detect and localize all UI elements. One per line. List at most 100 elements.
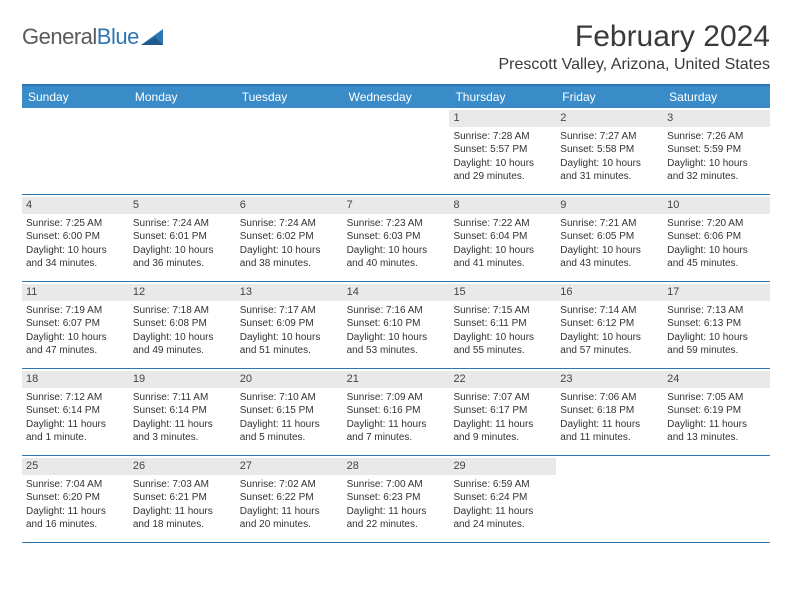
daylight-line: Daylight: 11 hours and 7 minutes. — [347, 418, 446, 445]
day-number: 14 — [343, 284, 450, 301]
sunset-line: Sunset: 6:14 PM — [133, 404, 232, 418]
daylight-line: Daylight: 10 hours and 51 minutes. — [240, 331, 339, 358]
daylight-line: Daylight: 11 hours and 11 minutes. — [560, 418, 659, 445]
calendar-body: 1Sunrise: 7:28 AMSunset: 5:57 PMDaylight… — [22, 108, 770, 543]
day-number: 11 — [22, 284, 129, 301]
day-cell: 18Sunrise: 7:12 AMSunset: 6:14 PMDayligh… — [22, 369, 129, 455]
sunrise-line: Sunrise: 7:02 AM — [240, 478, 339, 492]
day-cell — [236, 108, 343, 194]
sunrise-line: Sunrise: 7:24 AM — [133, 217, 232, 231]
sunrise-line: Sunrise: 7:00 AM — [347, 478, 446, 492]
day-cell: 16Sunrise: 7:14 AMSunset: 6:12 PMDayligh… — [556, 282, 663, 368]
sunset-line: Sunset: 6:11 PM — [453, 317, 552, 331]
daylight-line: Daylight: 11 hours and 18 minutes. — [133, 505, 232, 532]
sunrise-line: Sunrise: 7:03 AM — [133, 478, 232, 492]
daylight-line: Daylight: 10 hours and 32 minutes. — [667, 157, 766, 184]
daylight-line: Daylight: 10 hours and 31 minutes. — [560, 157, 659, 184]
day-cell: 14Sunrise: 7:16 AMSunset: 6:10 PMDayligh… — [343, 282, 450, 368]
daylight-line: Daylight: 11 hours and 16 minutes. — [26, 505, 125, 532]
day-number: 26 — [129, 458, 236, 475]
logo-word2: Blue — [97, 24, 139, 49]
daylight-line: Daylight: 10 hours and 57 minutes. — [560, 331, 659, 358]
day-cell: 8Sunrise: 7:22 AMSunset: 6:04 PMDaylight… — [449, 195, 556, 281]
sunrise-line: Sunrise: 7:11 AM — [133, 391, 232, 405]
sunrise-line: Sunrise: 7:04 AM — [26, 478, 125, 492]
sunrise-line: Sunrise: 7:16 AM — [347, 304, 446, 318]
daylight-line: Daylight: 11 hours and 9 minutes. — [453, 418, 552, 445]
day-cell: 24Sunrise: 7:05 AMSunset: 6:19 PMDayligh… — [663, 369, 770, 455]
sunrise-line: Sunrise: 7:18 AM — [133, 304, 232, 318]
day-cell: 26Sunrise: 7:03 AMSunset: 6:21 PMDayligh… — [129, 456, 236, 542]
day-cell: 6Sunrise: 7:24 AMSunset: 6:02 PMDaylight… — [236, 195, 343, 281]
sunset-line: Sunset: 6:22 PM — [240, 491, 339, 505]
sunset-line: Sunset: 5:58 PM — [560, 143, 659, 157]
sunrise-line: Sunrise: 7:09 AM — [347, 391, 446, 405]
day-cell: 21Sunrise: 7:09 AMSunset: 6:16 PMDayligh… — [343, 369, 450, 455]
day-number: 27 — [236, 458, 343, 475]
location: Prescott Valley, Arizona, United States — [498, 56, 770, 74]
day-cell — [556, 456, 663, 542]
day-number: 5 — [129, 197, 236, 214]
day-number: 19 — [129, 371, 236, 388]
day-cell: 5Sunrise: 7:24 AMSunset: 6:01 PMDaylight… — [129, 195, 236, 281]
daylight-line: Daylight: 10 hours and 45 minutes. — [667, 244, 766, 271]
day-cell: 7Sunrise: 7:23 AMSunset: 6:03 PMDaylight… — [343, 195, 450, 281]
daylight-line: Daylight: 10 hours and 55 minutes. — [453, 331, 552, 358]
day-cell: 4Sunrise: 7:25 AMSunset: 6:00 PMDaylight… — [22, 195, 129, 281]
daylight-line: Daylight: 11 hours and 1 minute. — [26, 418, 125, 445]
daylight-line: Daylight: 10 hours and 29 minutes. — [453, 157, 552, 184]
day-header: Wednesday — [343, 86, 450, 108]
title-block: February 2024 Prescott Valley, Arizona, … — [498, 20, 770, 74]
day-number: 10 — [663, 197, 770, 214]
day-header: Monday — [129, 86, 236, 108]
day-number: 13 — [236, 284, 343, 301]
day-cell: 23Sunrise: 7:06 AMSunset: 6:18 PMDayligh… — [556, 369, 663, 455]
sunrise-line: Sunrise: 6:59 AM — [453, 478, 552, 492]
day-cell: 17Sunrise: 7:13 AMSunset: 6:13 PMDayligh… — [663, 282, 770, 368]
sunset-line: Sunset: 5:57 PM — [453, 143, 552, 157]
daylight-line: Daylight: 10 hours and 43 minutes. — [560, 244, 659, 271]
sunset-line: Sunset: 6:18 PM — [560, 404, 659, 418]
sunset-line: Sunset: 6:20 PM — [26, 491, 125, 505]
logo-text: GeneralBlue — [22, 24, 139, 50]
logo-triangle-icon — [141, 27, 167, 47]
day-header-row: SundayMondayTuesdayWednesdayThursdayFrid… — [22, 86, 770, 108]
day-number: 9 — [556, 197, 663, 214]
day-header: Sunday — [22, 86, 129, 108]
day-number: 4 — [22, 197, 129, 214]
sunrise-line: Sunrise: 7:25 AM — [26, 217, 125, 231]
day-cell: 27Sunrise: 7:02 AMSunset: 6:22 PMDayligh… — [236, 456, 343, 542]
day-number: 1 — [449, 110, 556, 127]
header: GeneralBlue February 2024 Prescott Valle… — [22, 20, 770, 74]
week-row: 25Sunrise: 7:04 AMSunset: 6:20 PMDayligh… — [22, 456, 770, 543]
day-number: 21 — [343, 371, 450, 388]
sunset-line: Sunset: 6:23 PM — [347, 491, 446, 505]
daylight-line: Daylight: 10 hours and 53 minutes. — [347, 331, 446, 358]
logo-word1: General — [22, 24, 97, 49]
sunrise-line: Sunrise: 7:15 AM — [453, 304, 552, 318]
sunrise-line: Sunrise: 7:24 AM — [240, 217, 339, 231]
sunset-line: Sunset: 6:07 PM — [26, 317, 125, 331]
daylight-line: Daylight: 10 hours and 38 minutes. — [240, 244, 339, 271]
day-header: Saturday — [663, 86, 770, 108]
day-number: 24 — [663, 371, 770, 388]
week-row: 11Sunrise: 7:19 AMSunset: 6:07 PMDayligh… — [22, 282, 770, 369]
day-cell: 3Sunrise: 7:26 AMSunset: 5:59 PMDaylight… — [663, 108, 770, 194]
day-header: Tuesday — [236, 86, 343, 108]
day-cell: 9Sunrise: 7:21 AMSunset: 6:05 PMDaylight… — [556, 195, 663, 281]
daylight-line: Daylight: 11 hours and 22 minutes. — [347, 505, 446, 532]
sunset-line: Sunset: 6:02 PM — [240, 230, 339, 244]
day-number: 29 — [449, 458, 556, 475]
daylight-line: Daylight: 10 hours and 34 minutes. — [26, 244, 125, 271]
sunrise-line: Sunrise: 7:23 AM — [347, 217, 446, 231]
day-number: 7 — [343, 197, 450, 214]
day-cell — [663, 456, 770, 542]
day-cell: 11Sunrise: 7:19 AMSunset: 6:07 PMDayligh… — [22, 282, 129, 368]
sunrise-line: Sunrise: 7:27 AM — [560, 130, 659, 144]
day-cell — [129, 108, 236, 194]
day-cell: 10Sunrise: 7:20 AMSunset: 6:06 PMDayligh… — [663, 195, 770, 281]
sunrise-line: Sunrise: 7:10 AM — [240, 391, 339, 405]
daylight-line: Daylight: 11 hours and 24 minutes. — [453, 505, 552, 532]
day-cell — [343, 108, 450, 194]
sunset-line: Sunset: 6:15 PM — [240, 404, 339, 418]
